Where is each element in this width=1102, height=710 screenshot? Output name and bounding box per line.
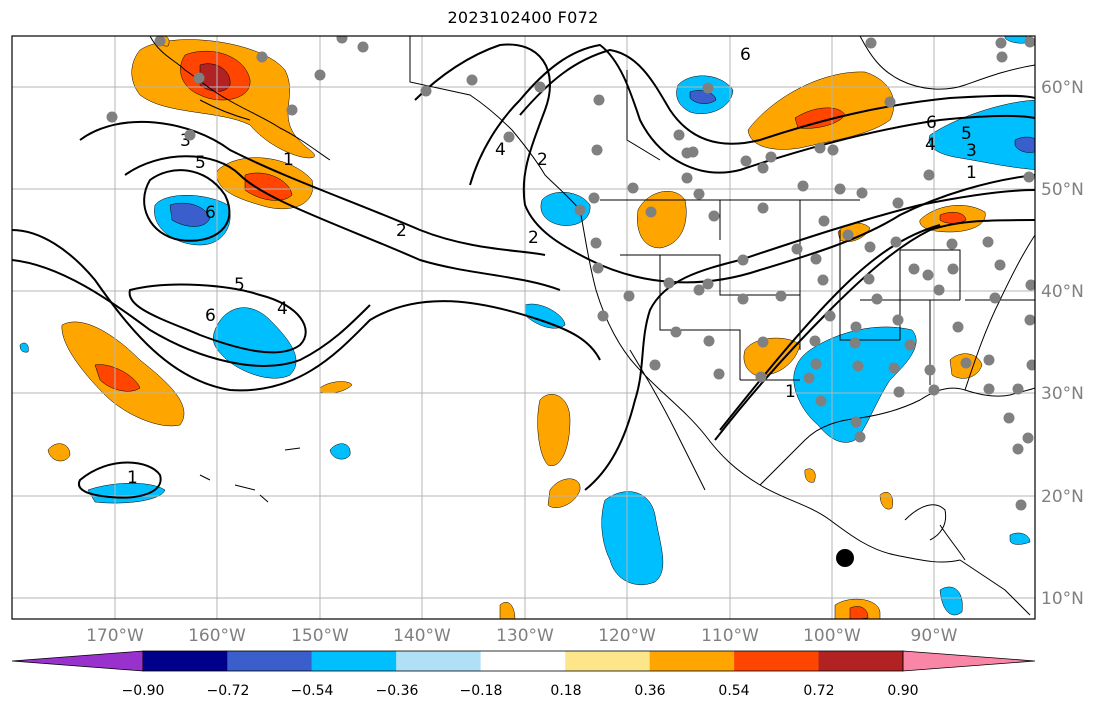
colorbar-segment <box>480 651 566 671</box>
colorbar-extend-low <box>11 650 144 672</box>
colorbar-outline <box>142 650 904 672</box>
lat-label: 60°N <box>1041 78 1084 98</box>
lat-label: 20°N <box>1041 487 1084 507</box>
colorbar-segment <box>565 651 650 671</box>
colorbar-segment <box>311 651 397 671</box>
contour-label: 5 <box>195 153 206 173</box>
lat-label: 30°N <box>1041 384 1084 404</box>
anomaly-shading <box>19 36 1035 619</box>
lon-label: 90°W <box>911 626 958 646</box>
contour-label: 3 <box>180 131 191 151</box>
colorbar-segment <box>649 651 735 671</box>
colorbar-tick-label: 0.18 <box>550 683 581 699</box>
contour-label: 1 <box>283 150 294 170</box>
colorbar-tick-label: −0.72 <box>207 683 250 699</box>
colorbar-tick-label: −0.36 <box>376 683 419 699</box>
contour-label: 1 <box>966 163 977 183</box>
contour-lines <box>12 43 1035 499</box>
storm-marker <box>836 549 854 567</box>
contour-label: 2 <box>537 150 548 170</box>
contour-label: 4 <box>277 299 288 319</box>
contour-label: 6 <box>205 306 216 326</box>
lon-label: 150°W <box>291 626 349 646</box>
map-frame <box>11 35 1036 620</box>
colorbar-segment <box>818 651 903 671</box>
colorbar-segment <box>396 651 481 671</box>
lon-label: 170°W <box>86 626 144 646</box>
longitude-labels: 170°W 160°W 150°W 140°W 130°W 120°W 110°… <box>86 626 958 646</box>
colorbar-tick-label: 0.36 <box>634 683 665 699</box>
colorbar-tick-label: −0.18 <box>460 683 503 699</box>
contour-label: 3 <box>966 141 977 161</box>
contour-label: 2 <box>396 221 407 241</box>
colorbar-labels: −0.90 −0.72 −0.54 −0.36 −0.18 0.18 0.36 … <box>122 683 919 699</box>
lon-label: 100°W <box>803 626 861 646</box>
lat-label: 50°N <box>1041 180 1084 200</box>
contour-label: 6 <box>926 113 937 133</box>
colorbar-extend-high <box>902 650 1036 672</box>
colorbar-segment <box>227 651 312 671</box>
lon-label: 120°W <box>598 626 656 646</box>
lon-label: 130°W <box>496 626 554 646</box>
colorbar-tick-label: −0.90 <box>122 683 165 699</box>
contour-label: 6 <box>205 203 216 223</box>
lon-label: 110°W <box>701 626 759 646</box>
lon-label: 140°W <box>393 626 451 646</box>
contour-label: 1 <box>785 382 796 402</box>
contour-label: 4 <box>495 140 506 160</box>
contour-label: 1 <box>127 468 138 488</box>
colorbar-segment <box>734 651 819 671</box>
colorbar-tick-label: 0.54 <box>718 683 749 699</box>
colorbar-segment <box>143 651 228 671</box>
latitude-labels: 60°N 50°N 40°N 30°N 20°N 10°N <box>1041 78 1084 609</box>
lat-label: 10°N <box>1041 589 1084 609</box>
colorbar-tick-label: −0.54 <box>291 683 334 699</box>
lon-label: 160°W <box>188 626 246 646</box>
contour-label: 5 <box>234 275 245 295</box>
station-dots <box>106 36 1035 511</box>
contour-label: 2 <box>528 228 539 248</box>
contour-label: 4 <box>925 135 936 155</box>
map-title: 2023102400 F072 <box>447 8 599 27</box>
lat-label: 40°N <box>1041 282 1084 302</box>
coastlines <box>149 36 1035 616</box>
contour-label: 6 <box>740 45 751 65</box>
colorbar-tick-label: 0.72 <box>803 683 834 699</box>
colorbar <box>11 650 1036 672</box>
contour-labels: 3 5 6 1 2 5 6 4 1 2 6 4 5 3 1 6 4 2 1 <box>127 45 977 488</box>
contour-label: 5 <box>961 124 972 144</box>
colorbar-tick-label: 0.90 <box>887 683 918 699</box>
